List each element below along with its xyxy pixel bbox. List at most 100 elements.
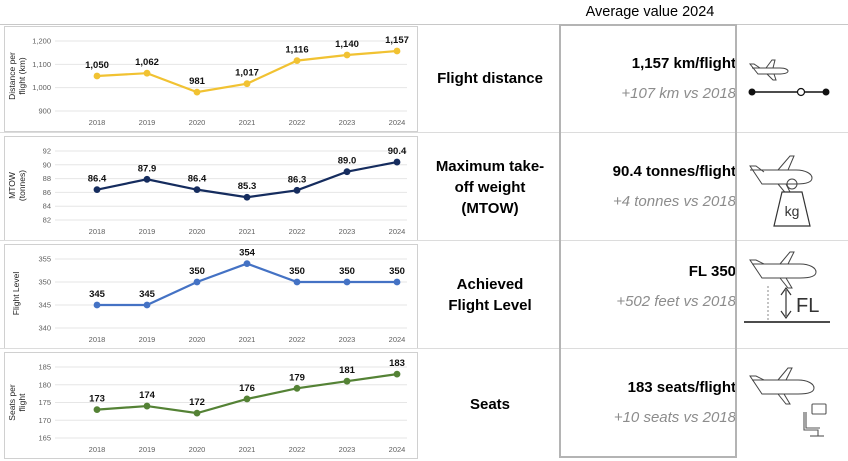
data-label: 173 (89, 394, 105, 405)
metric-label: Maximum take-off weight (MTOW) (435, 157, 545, 217)
data-label: 1,017 (235, 68, 259, 79)
x-tick-label: 2021 (239, 118, 256, 127)
y-tick-label: 185 (38, 363, 51, 372)
x-tick-label: 2021 (239, 335, 256, 344)
data-point (293, 384, 301, 392)
x-tick-label: 2019 (139, 335, 156, 344)
x-tick-label: 2022 (289, 227, 306, 236)
plane-seat-icon (744, 366, 832, 446)
y-axis-label-line: Distance per (7, 52, 17, 100)
y-tick-label: 165 (38, 434, 51, 443)
metric-label: Achieved Flight Level (448, 276, 532, 314)
data-label: 89.0 (338, 156, 357, 167)
y-axis-label-line: MTOW (7, 172, 17, 199)
average-value-column-frame (559, 24, 737, 458)
data-point (293, 57, 301, 64)
plane-flight-level-icon: FL (744, 250, 832, 336)
y-tick-label: 92 (43, 147, 51, 156)
x-tick-label: 2020 (189, 445, 206, 454)
metric-label: Flight distance (437, 69, 543, 87)
y-tick-label: 1,000 (32, 83, 51, 92)
seats-row: 165 170 175 180 185 Seats perflight 2018 2019 20… (0, 350, 848, 459)
x-tick-label: 2019 (139, 227, 156, 236)
value-box: FL 350 +502 feet vs 2018 (560, 262, 736, 312)
value-box: 1,157 km/flight +107 km vs 2018 (560, 54, 736, 104)
data-label: 87.9 (138, 163, 157, 174)
data-label: 86.3 (288, 174, 307, 185)
y-axis-label-line: flight (km) (17, 57, 27, 94)
data-label: 1,050 (85, 60, 109, 71)
row-divider (0, 348, 848, 349)
data-label: 176 (239, 383, 255, 394)
data-point (93, 72, 101, 80)
kg-text: kg (785, 203, 800, 219)
y-tick-label: 345 (38, 301, 51, 310)
data-point (193, 278, 201, 286)
data-label: 183 (389, 358, 405, 369)
value-box: 90.4 tonnes/flight +4 tonnes vs 2018 (560, 162, 736, 212)
x-tick-label: 2018 (89, 227, 106, 236)
data-label: 172 (189, 397, 205, 408)
data-label: 179 (289, 372, 305, 383)
data-point (343, 168, 351, 176)
average-value: 1,157 km/flight (631, 55, 736, 72)
y-tick-label: 180 (38, 380, 51, 389)
y-tick-label: 350 (38, 278, 51, 287)
data-point (143, 402, 151, 410)
y-axis-label-line: flight (17, 393, 27, 412)
data-point (393, 47, 401, 55)
data-label: 86.4 (88, 174, 107, 185)
x-tick-label: 2021 (239, 445, 256, 454)
y-axis-label: Distance perflight (km) (7, 52, 27, 100)
data-label: 1,116 (285, 45, 308, 56)
y-axis-label: Flight Level (11, 272, 21, 316)
x-tick-label: 2018 (89, 118, 106, 127)
data-label: 86.4 (188, 174, 207, 185)
x-tick-label: 2021 (239, 227, 256, 236)
data-label: 350 (339, 266, 355, 277)
row-divider (0, 240, 848, 241)
metric-label: Seats (469, 396, 511, 413)
average-value: FL 350 (688, 263, 736, 280)
data-point (393, 370, 401, 378)
data-label: 345 (89, 289, 106, 300)
header-divider (0, 24, 848, 25)
y-axis-label-line: (tonnes) (17, 170, 27, 201)
x-tick-label: 2022 (289, 118, 306, 127)
value-box: 183 seats/flight +10 seats vs 2018 (560, 378, 736, 428)
y-tick-label: 175 (38, 398, 51, 407)
data-label: 350 (389, 266, 405, 277)
x-tick-label: 2018 (89, 445, 106, 454)
x-tick-label: 2018 (89, 335, 106, 344)
data-label: 345 (139, 289, 156, 300)
seats-chart: 165 170 175 180 185 Seats perflight 2018 2019 20… (4, 352, 418, 459)
data-label: 350 (189, 266, 205, 277)
x-tick-label: 2023 (339, 335, 356, 344)
data-label: 174 (139, 390, 156, 401)
flight-level-row: 340 345 350 355 Flight Level 2018 2019 2020 2021… (0, 242, 848, 349)
data-point (243, 80, 251, 88)
x-tick-label: 2020 (189, 335, 206, 344)
y-tick-label: 86 (43, 188, 51, 197)
plane-distance-icon (744, 56, 832, 104)
flight-level-chart: 340 345 350 355 Flight Level 2018 2019 2020 2021… (4, 244, 418, 349)
mtow-chart: 82 84 86 88 90 92 MTOW(tonnes) 2018 2019 2020 2021… (4, 136, 418, 241)
data-label: 1,140 (335, 39, 359, 50)
data-label: 85.3 (238, 181, 257, 192)
x-tick-label: 2019 (139, 445, 156, 454)
change-vs-2018: +4 tonnes vs 2018 (612, 193, 736, 210)
data-label: 90.4 (388, 146, 407, 157)
x-tick-label: 2022 (289, 445, 306, 454)
x-tick-label: 2022 (289, 335, 306, 344)
y-axis-label: Seats perflight (7, 384, 27, 421)
y-tick-label: 90 (43, 160, 51, 169)
average-value: 183 seats/flight (627, 379, 736, 396)
mtow-row: 82 84 86 88 90 92 MTOW(tonnes) 2018 2019 2020 2021… (0, 134, 848, 241)
y-tick-label: 355 (38, 255, 51, 264)
data-label: 350 (289, 266, 305, 277)
y-tick-label: 900 (38, 107, 51, 116)
data-label: 1,062 (135, 57, 159, 68)
y-tick-label: 1,200 (32, 37, 51, 46)
data-point (393, 158, 401, 166)
x-tick-label: 2020 (189, 118, 206, 127)
